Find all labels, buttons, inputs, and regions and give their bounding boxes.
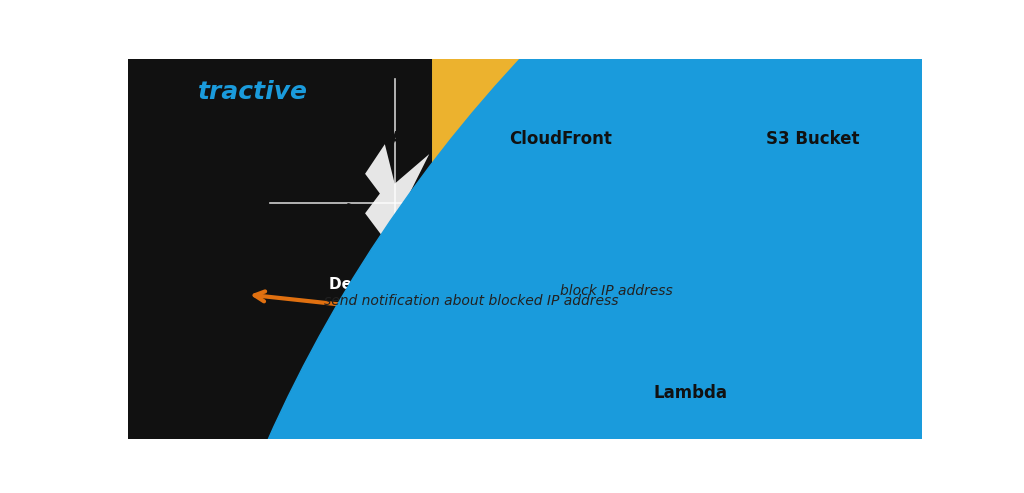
Text: Rules: Rules (350, 314, 397, 329)
FancyBboxPatch shape (198, 109, 551, 303)
Text: S3 Bucket: S3 Bucket (766, 130, 859, 148)
FancyBboxPatch shape (432, 0, 1024, 493)
Text: Denied IPs: Denied IPs (329, 277, 420, 292)
Circle shape (547, 141, 573, 168)
FancyBboxPatch shape (72, 0, 1024, 493)
Text: CloudFront: CloudFront (509, 130, 611, 148)
Text: send notification about blocked IP address: send notification about blocked IP addre… (324, 294, 618, 308)
Circle shape (539, 184, 842, 488)
FancyBboxPatch shape (400, 0, 953, 452)
Circle shape (764, 234, 1024, 493)
FancyBboxPatch shape (432, 0, 1024, 493)
Text: AWS: AWS (310, 95, 353, 113)
Circle shape (243, 52, 547, 355)
Circle shape (630, 190, 752, 312)
Text: Behavior: Behavior (638, 197, 715, 212)
Circle shape (591, 214, 618, 242)
Circle shape (502, 214, 529, 242)
Polygon shape (366, 144, 429, 253)
Circle shape (676, 67, 949, 340)
Circle shape (409, 52, 712, 355)
Text: block IP address: block IP address (560, 284, 673, 298)
Circle shape (547, 197, 573, 225)
FancyBboxPatch shape (89, 35, 659, 493)
Circle shape (147, 0, 1024, 493)
Text: WAF: WAF (374, 130, 416, 148)
Text: Lambda: Lambda (653, 384, 727, 402)
Text: tractive: tractive (198, 80, 307, 104)
Text: λ: λ (679, 319, 701, 353)
